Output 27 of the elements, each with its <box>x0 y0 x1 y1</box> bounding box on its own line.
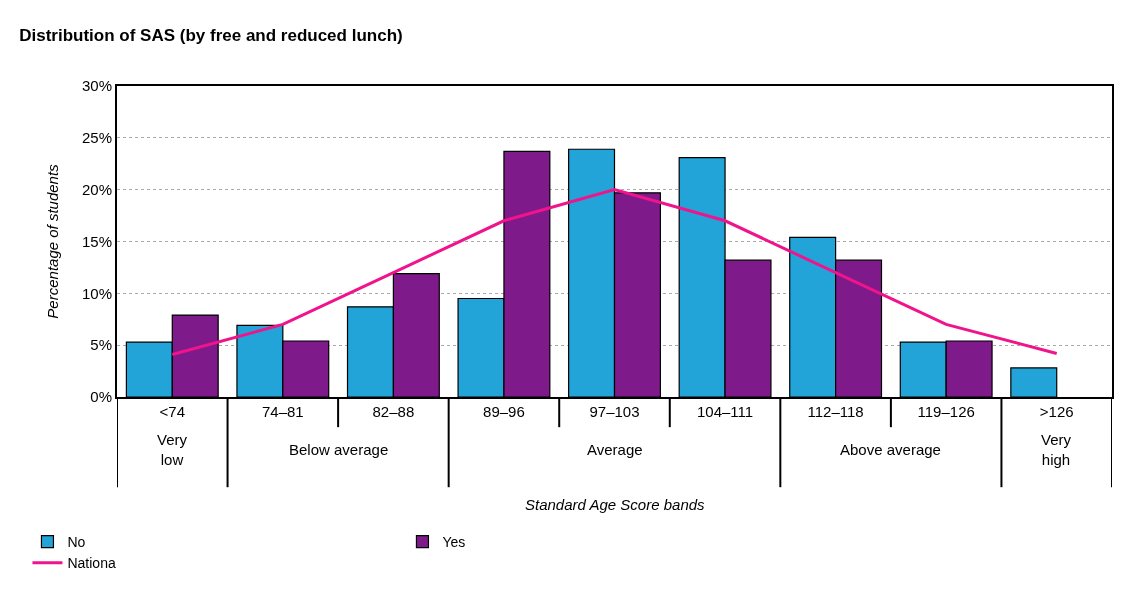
text: Below average <box>289 441 389 458</box>
x-tick-label: 89–96 <box>483 403 525 420</box>
text: Standard Age Score bands <box>525 496 706 513</box>
x-tick-label: 119–126 <box>917 403 975 420</box>
chart-title: Distribution of SAS (by free and reduced lunch) <box>19 26 403 46</box>
x-tick-label: 112–118 <box>807 403 864 420</box>
y-tick-label: 10% <box>81 284 112 302</box>
text: Very high <box>1041 431 1072 468</box>
x-tick-label: 104–111 <box>696 403 754 420</box>
legend-label: No <box>67 534 86 551</box>
y-axis-title: Percentage of students <box>43 163 61 319</box>
x-tick-label: >126 <box>1039 403 1074 420</box>
x-tick-label: 74–81 <box>261 403 304 420</box>
y-tick-label: 20% <box>81 180 112 198</box>
x-tick-label: 82–88 <box>372 403 415 420</box>
x-tick-label: 97–103 <box>589 403 640 420</box>
y-tick-label: 30% <box>81 77 112 95</box>
text: Very low <box>157 431 188 468</box>
y-tick-label: 5% <box>90 336 112 354</box>
text: Above average <box>840 441 941 458</box>
y-tick-label: 25% <box>81 129 112 147</box>
legend-label: Nationa <box>67 555 116 572</box>
y-tick-label: 15% <box>81 232 112 250</box>
x-tick-label: <74 <box>159 403 186 420</box>
text: Average <box>587 441 643 458</box>
legend-label: Yes <box>442 534 466 551</box>
y-tick-label: 0% <box>90 388 112 406</box>
